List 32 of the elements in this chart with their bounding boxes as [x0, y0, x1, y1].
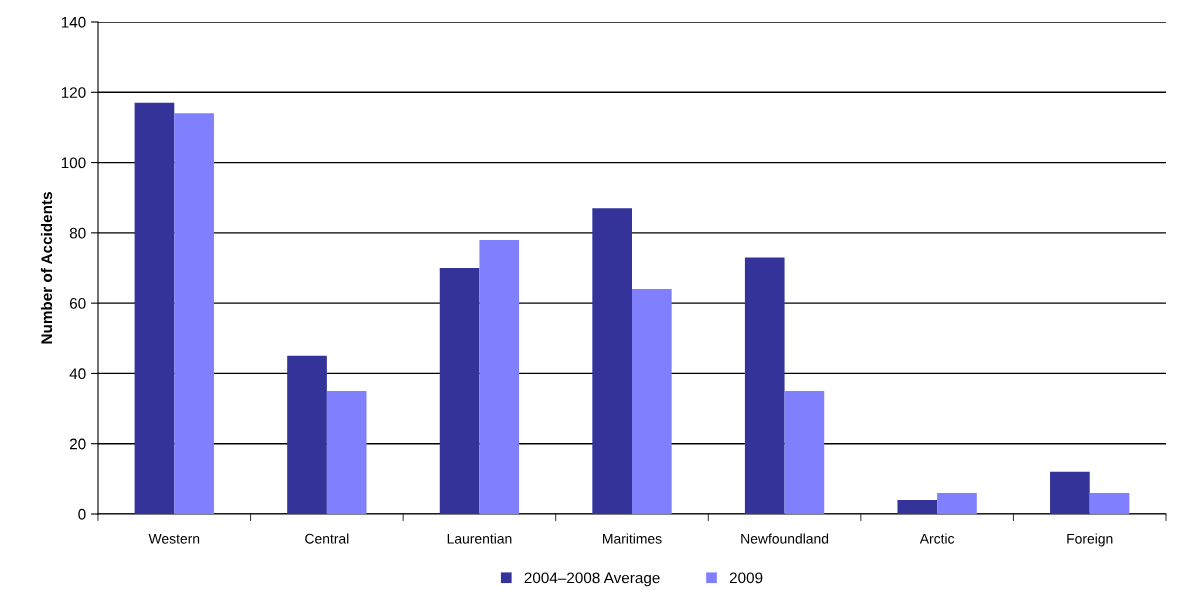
y-tick-label: 20: [69, 438, 86, 450]
bar: [439, 268, 480, 514]
legend-label: 2009: [729, 572, 763, 584]
y-axis-title: Number of Accidents: [40, 192, 53, 344]
y-tick-label: 40: [69, 368, 86, 380]
bar: [937, 492, 977, 514]
bar: [744, 257, 785, 514]
bar: [897, 499, 938, 514]
legend-label: 2004–2008 Average: [524, 572, 660, 587]
bar: [632, 289, 672, 514]
x-tick-label: Arctic: [919, 533, 955, 544]
bar: [1089, 492, 1130, 514]
x-tick-label: Laurentian: [447, 533, 512, 544]
bar: [326, 391, 367, 514]
y-tick-label: 120: [61, 87, 86, 98]
y-tick-label: 140: [61, 16, 86, 28]
bar: [174, 113, 214, 514]
x-tick-label: Foreign: [1067, 533, 1113, 547]
y-tick-label: 60: [69, 298, 86, 309]
y-tick-label: 0: [78, 508, 86, 520]
bar: [134, 102, 175, 514]
y-tick-label: 80: [69, 227, 86, 239]
bar: [1050, 471, 1090, 514]
bar: [287, 355, 327, 514]
bar: [784, 391, 825, 514]
x-tick-label: Western: [148, 533, 200, 544]
x-tick-label: Newfoundland: [741, 533, 829, 544]
bar: [592, 208, 632, 514]
bar: [479, 239, 520, 514]
x-tick-label: Central: [305, 533, 349, 544]
x-tick-label: Maritimes: [603, 533, 662, 544]
y-tick-label: 100: [61, 157, 86, 169]
